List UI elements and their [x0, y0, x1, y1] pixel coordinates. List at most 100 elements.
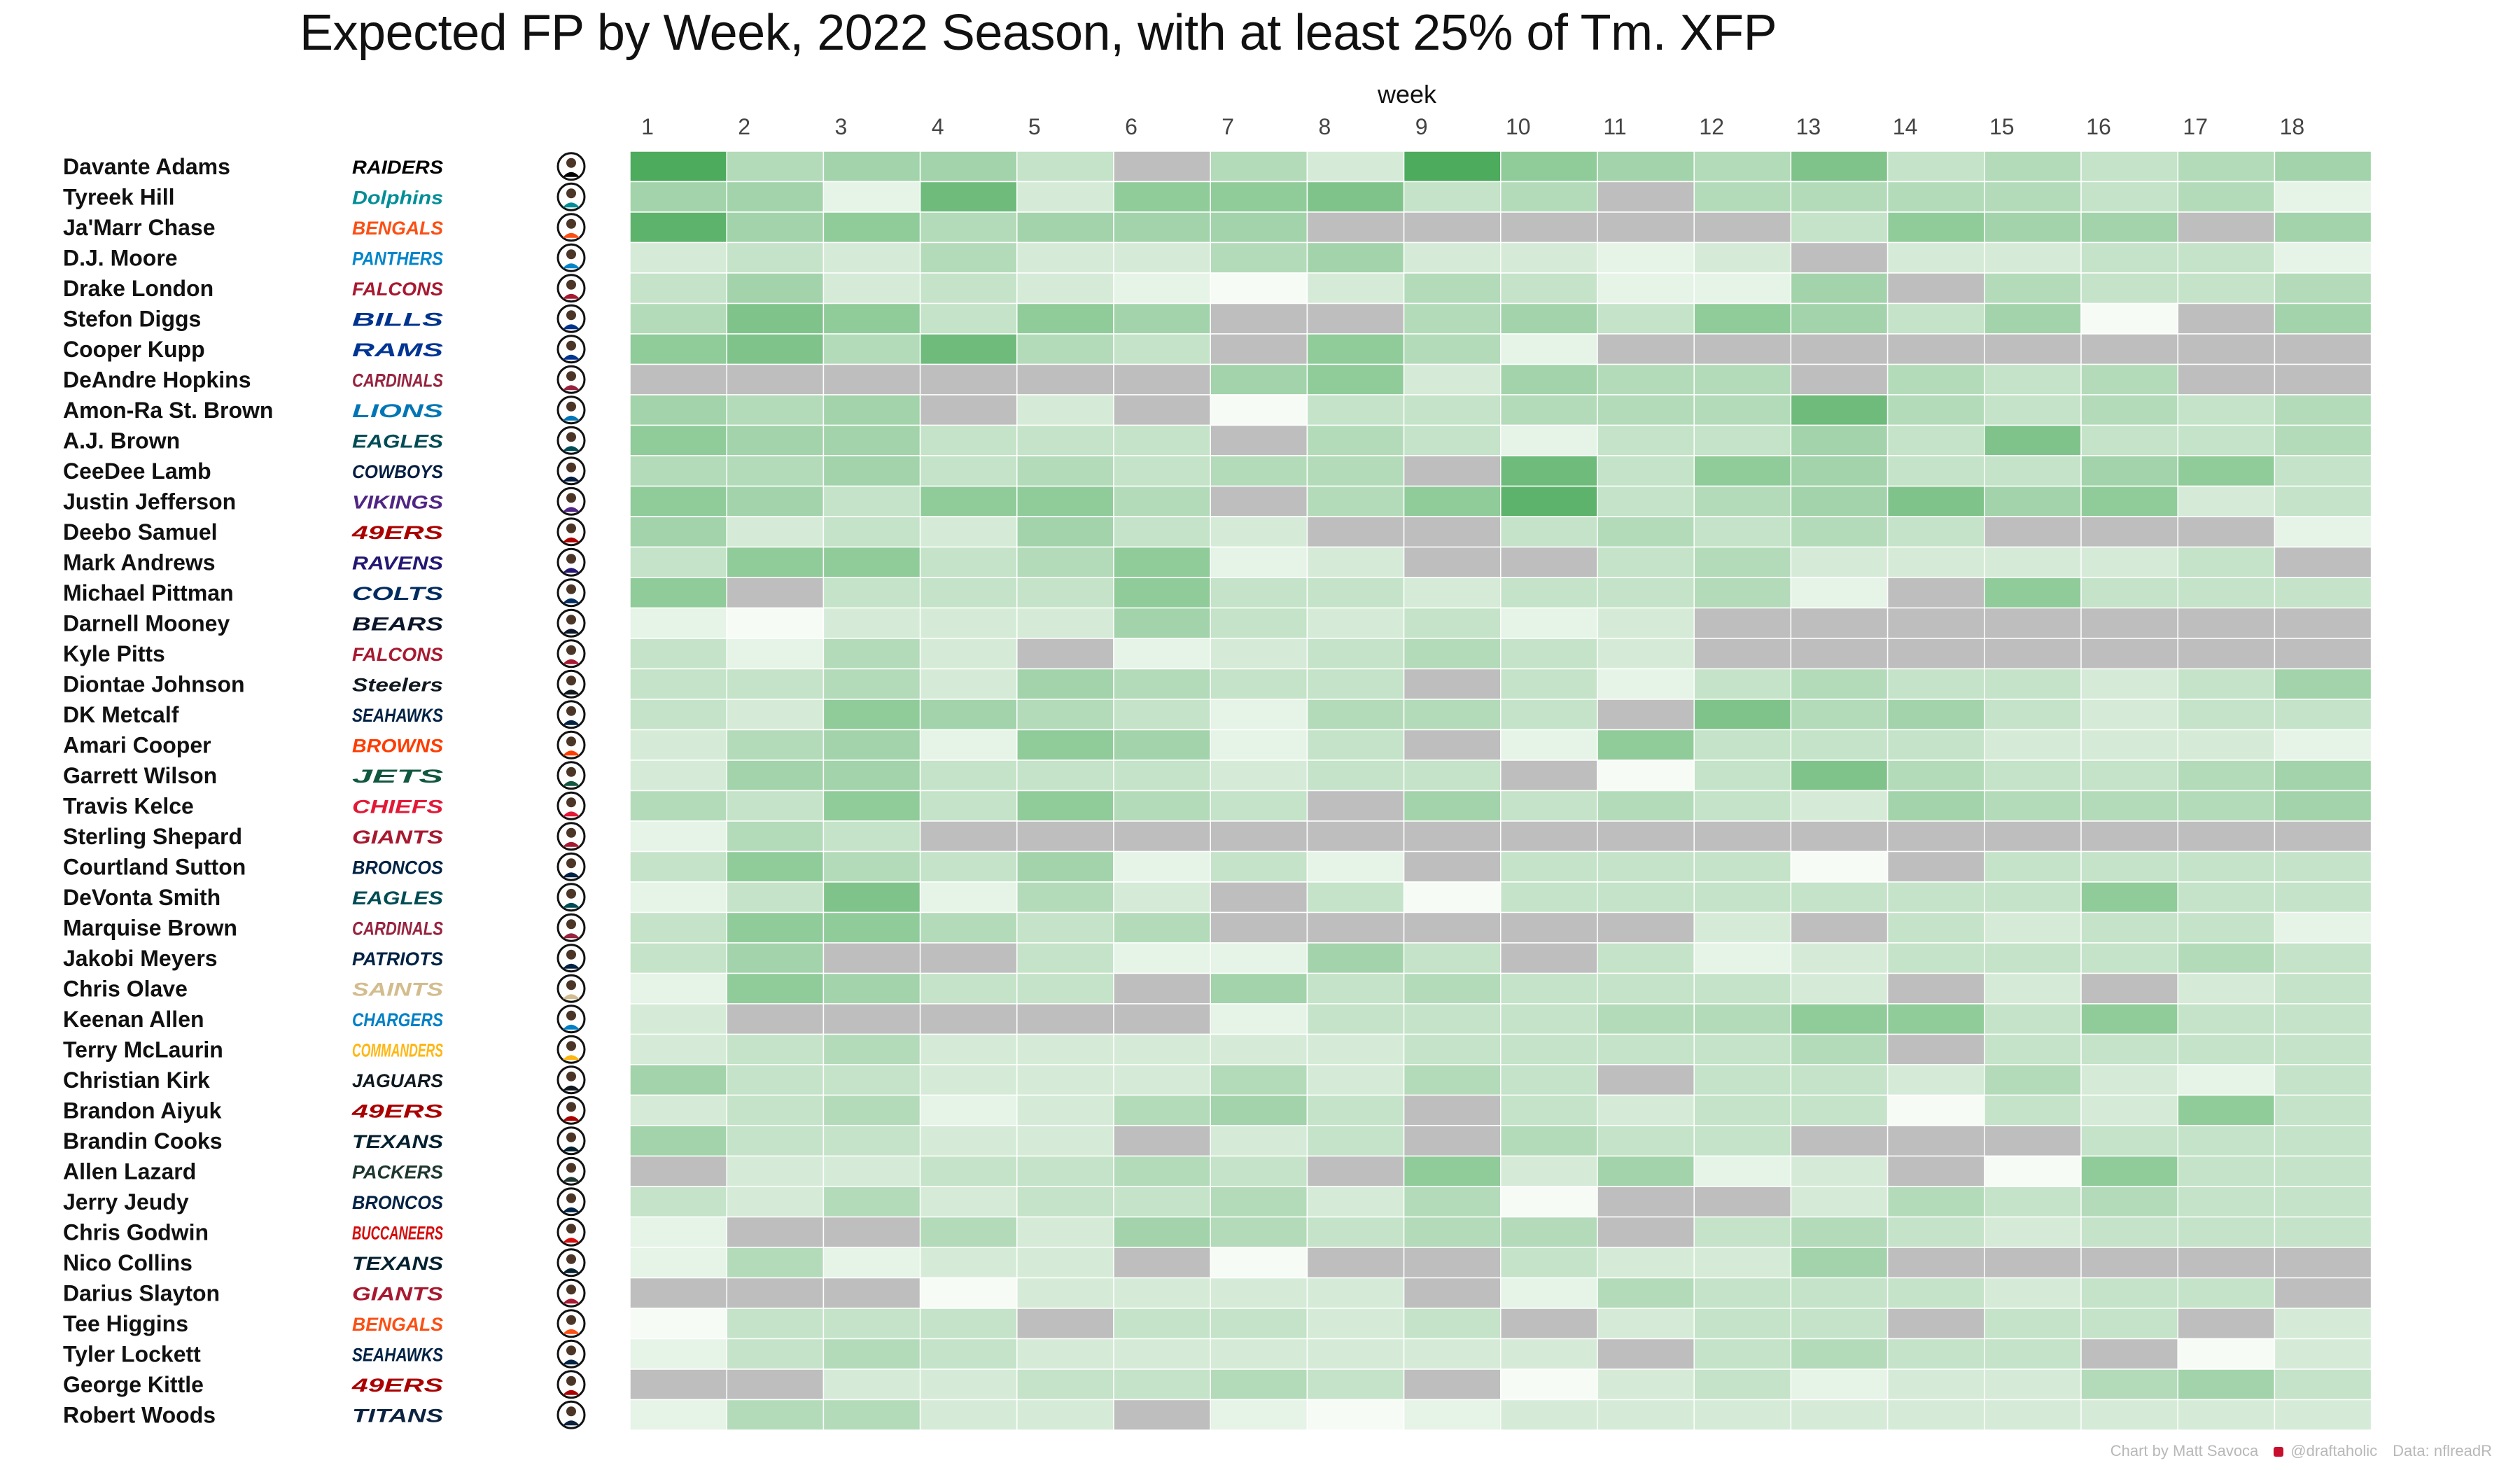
heatmap-cell	[1403, 1064, 1502, 1096]
heatmap-cell	[1984, 729, 2082, 761]
player-headshot	[556, 1187, 586, 1217]
heatmap-cell	[2274, 1125, 2372, 1157]
player-name: Amari Cooper	[63, 732, 211, 757]
heatmap-cell	[1984, 1003, 2082, 1035]
footer-handle: @draftaholic	[2290, 1442, 2378, 1460]
heatmap-cell	[1790, 1216, 1889, 1248]
player-headshot	[556, 426, 586, 455]
heatmap-cell	[726, 455, 825, 487]
heatmap-cell	[1403, 1216, 1502, 1248]
heatmap-cell	[1306, 1308, 1405, 1340]
heatmap-cell	[726, 850, 825, 883]
heatmap-cell	[1886, 516, 1985, 548]
heatmap-cell	[629, 333, 727, 365]
heatmap-cell	[1693, 607, 1792, 639]
player-name: Justin Jefferson	[63, 489, 236, 514]
heatmap-cell	[1886, 455, 1985, 487]
heatmap-cell	[1597, 181, 1695, 213]
heatmap-cell	[822, 790, 921, 822]
heatmap-cell	[1210, 607, 1308, 639]
heatmap-cell	[726, 1064, 825, 1096]
week-tick-2: 2	[738, 114, 750, 139]
heatmap-cell	[1306, 1399, 1405, 1431]
heatmap-cell	[2080, 424, 2178, 456]
heatmap-cell	[1113, 363, 1211, 396]
heatmap-cell	[1693, 272, 1792, 304]
heatmap-cell	[1886, 1033, 1985, 1065]
heatmap-cell	[2080, 577, 2178, 609]
heatmap-cell	[1210, 455, 1308, 487]
heatmap-cell	[1113, 760, 1211, 792]
heatmap-cell	[1210, 668, 1308, 700]
week-axis-label: week	[1377, 80, 1437, 108]
heatmap-cell	[1113, 1125, 1211, 1157]
heatmap-cell	[1597, 1247, 1695, 1279]
heatmap-cell	[1306, 272, 1405, 304]
player-name: Marquise Brown	[63, 915, 237, 940]
heatmap-cell	[2177, 577, 2276, 609]
heatmap-cell	[1403, 241, 1502, 274]
heatmap-cell	[2177, 850, 2276, 883]
heatmap-cell	[1306, 881, 1405, 913]
heatmap-cell	[1790, 850, 1889, 883]
heatmap-cell	[1597, 972, 1695, 1004]
heatmap-cell	[1597, 485, 1695, 517]
heatmap-cell	[1403, 790, 1502, 822]
heatmap-cell	[2080, 760, 2178, 792]
heatmap-cell	[1306, 729, 1405, 761]
heatmap-cell	[919, 1308, 1018, 1340]
heatmap-cell	[1693, 1125, 1792, 1157]
heatmap-cell	[1597, 911, 1695, 944]
heatmap-cell	[629, 1033, 727, 1065]
heatmap-cell	[1597, 881, 1695, 913]
heatmap-cell	[2080, 1308, 2178, 1340]
heatmap-cell	[726, 607, 825, 639]
heatmap-cell	[1113, 1338, 1211, 1370]
heatmap-cell	[2080, 1338, 2178, 1370]
heatmap-cell	[2177, 942, 2276, 974]
heatmap-cell	[1306, 1033, 1405, 1065]
heatmap-cell	[822, 1308, 921, 1340]
heatmap-cell	[1886, 1186, 1985, 1218]
player-headshot	[556, 1217, 586, 1247]
heatmap-cell	[1790, 181, 1889, 213]
heatmap-cell	[919, 272, 1018, 304]
team-logo: PANTHERS	[352, 248, 443, 269]
heatmap-cell	[1403, 760, 1502, 792]
heatmap-cell	[2177, 972, 2276, 1004]
heatmap-cell	[629, 942, 727, 974]
heatmap-cell	[1210, 516, 1308, 548]
player-name: Courtland Sutton	[63, 854, 246, 879]
heatmap-cell	[1113, 546, 1211, 578]
heatmap-cell	[1886, 363, 1985, 396]
heatmap-cell	[629, 1155, 727, 1187]
heatmap-cell	[726, 577, 825, 609]
heatmap-cell	[1210, 1064, 1308, 1096]
heatmap-cell	[2080, 211, 2178, 244]
team-logo: PACKERS	[352, 1161, 443, 1182]
heatmap-cell	[1597, 729, 1695, 761]
heatmap-cell	[1210, 1155, 1308, 1187]
heatmap-cell	[1113, 1033, 1211, 1065]
heatmap-cell	[1597, 577, 1695, 609]
player-headshot	[556, 182, 586, 211]
heatmap-cell	[726, 638, 825, 670]
heatmap-cell	[2274, 881, 2372, 913]
heatmap-cell	[1500, 516, 1598, 548]
heatmap-cell	[1113, 577, 1211, 609]
heatmap-cell	[1113, 1155, 1211, 1187]
week-tick-7: 7	[1222, 114, 1234, 139]
heatmap-cell	[1597, 1155, 1695, 1187]
heatmap-cell	[1886, 729, 1985, 761]
heatmap-cell	[1693, 424, 1792, 456]
heatmap-cell	[1500, 1308, 1598, 1340]
heatmap-cell	[1597, 760, 1695, 792]
heatmap-cell	[629, 607, 727, 639]
heatmap-cell	[2274, 181, 2372, 213]
heatmap-cells	[629, 150, 2372, 1431]
heatmap-cell	[1113, 1368, 1211, 1401]
heatmap-cell	[726, 546, 825, 578]
heatmap-cell	[629, 1308, 727, 1340]
heatmap-cell	[2177, 272, 2276, 304]
heatmap-cell	[1886, 424, 1985, 456]
